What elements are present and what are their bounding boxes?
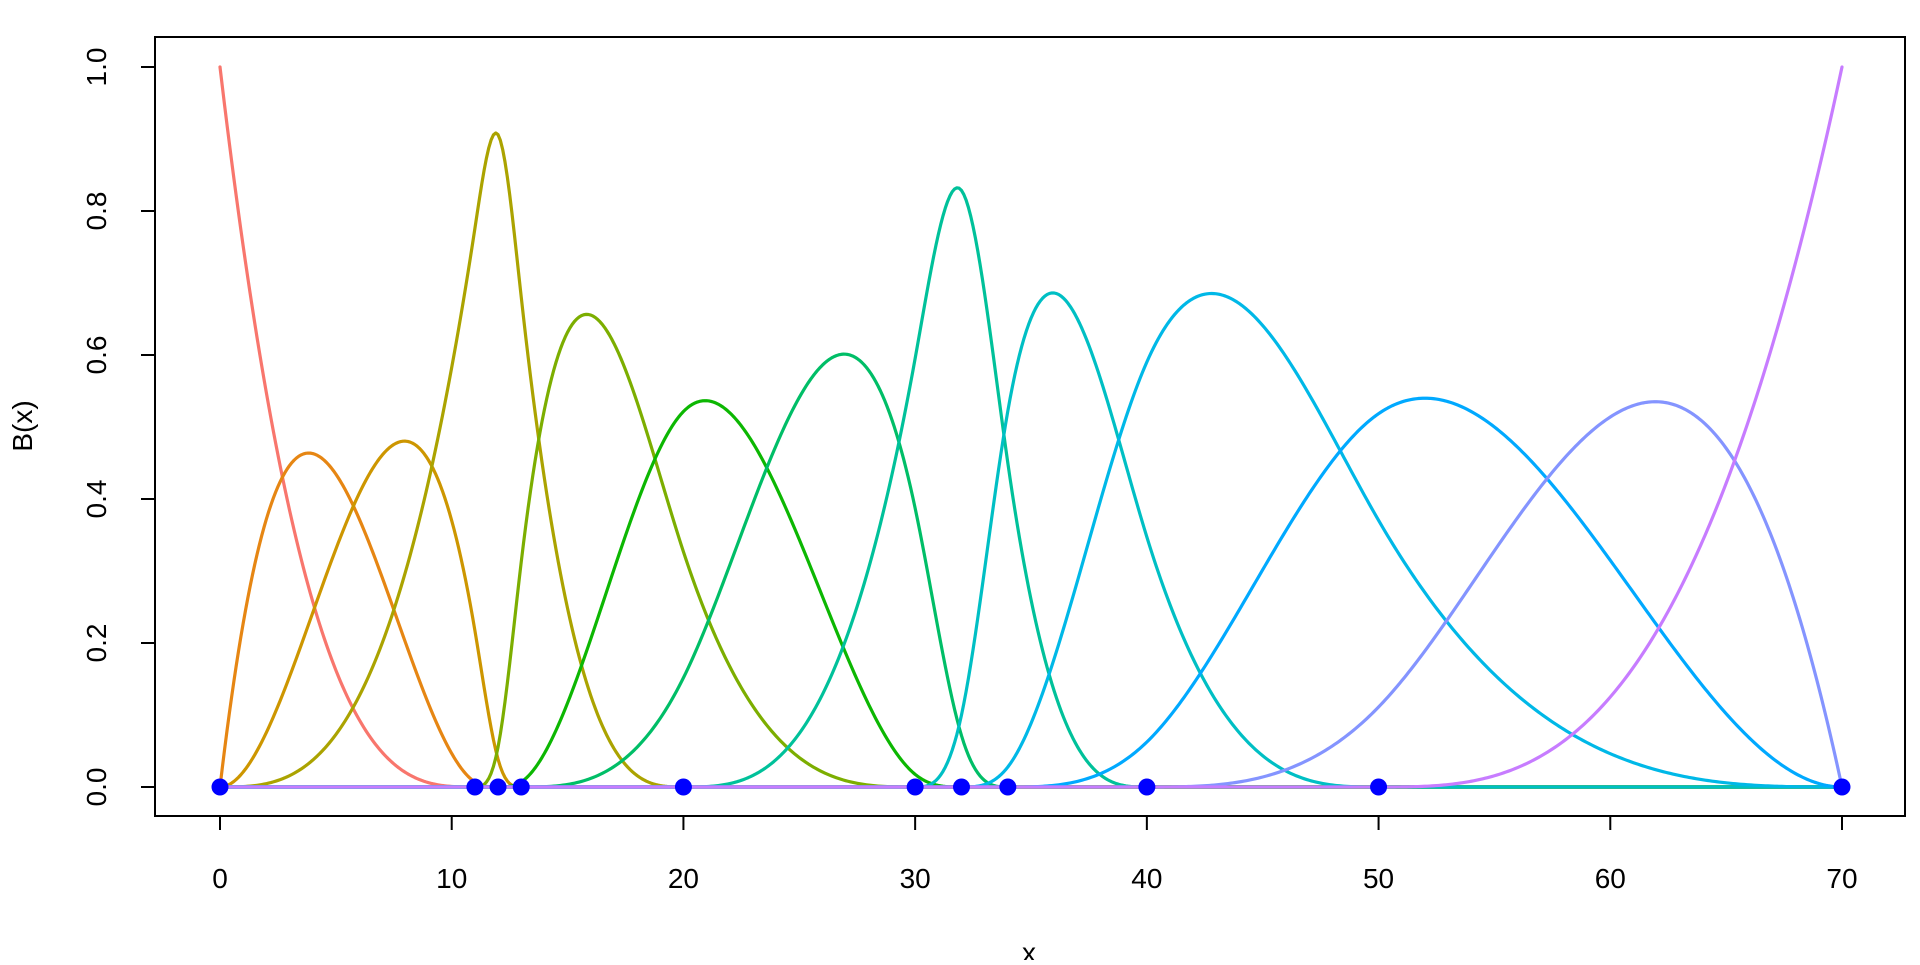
y-tick-label: 0.2 <box>81 624 112 663</box>
y-axis-title: B(x) <box>7 400 38 451</box>
x-tick-label: 40 <box>1131 863 1162 894</box>
x-axis: 0 10 20 30 40 50 60 70 <box>212 815 1858 894</box>
y-tick-label: 0.0 <box>81 768 112 807</box>
x-tick-label: 60 <box>1595 863 1626 894</box>
knot-point-50 <box>1370 778 1388 796</box>
y-tick-label: 0.8 <box>81 192 112 231</box>
basis-curve-5 <box>218 312 1844 789</box>
basis-curve-4 <box>218 131 1844 789</box>
plot-frame <box>154 36 1906 817</box>
knot-point-70 <box>1833 778 1851 796</box>
x-tick-label: 0 <box>212 863 228 894</box>
basis-curve-2 <box>218 451 1844 789</box>
x-tick-label: 20 <box>668 863 699 894</box>
x-tick-label: 30 <box>900 863 931 894</box>
knot-point-12 <box>489 778 507 796</box>
y-axis: 0.0 0.2 0.4 0.6 0.8 1.0 <box>81 48 156 807</box>
knot-point-0 <box>211 778 229 796</box>
x-tick-label: 10 <box>436 863 467 894</box>
knot-point-30 <box>906 778 924 796</box>
y-tick-label: 0.6 <box>81 336 112 375</box>
x-tick-label: 50 <box>1363 863 1394 894</box>
x-axis-title: x <box>1022 937 1036 960</box>
y-tick-label: 1.0 <box>81 48 112 87</box>
y-tick-label: 0.4 <box>81 480 112 519</box>
basis-curve-8 <box>218 186 1844 789</box>
basis-curve-10 <box>218 291 1844 789</box>
basis-curve-9 <box>218 291 1844 789</box>
knot-markers <box>211 778 1851 796</box>
knot-point-34 <box>999 778 1017 796</box>
knot-point-11 <box>466 778 484 796</box>
knot-point-20 <box>674 778 692 796</box>
knot-point-40 <box>1138 778 1156 796</box>
knot-point-13 <box>512 778 530 796</box>
x-tick-label: 70 <box>1826 863 1857 894</box>
basis-curve-3 <box>218 439 1844 789</box>
basis-curves <box>218 65 1844 789</box>
knot-point-32 <box>952 778 970 796</box>
